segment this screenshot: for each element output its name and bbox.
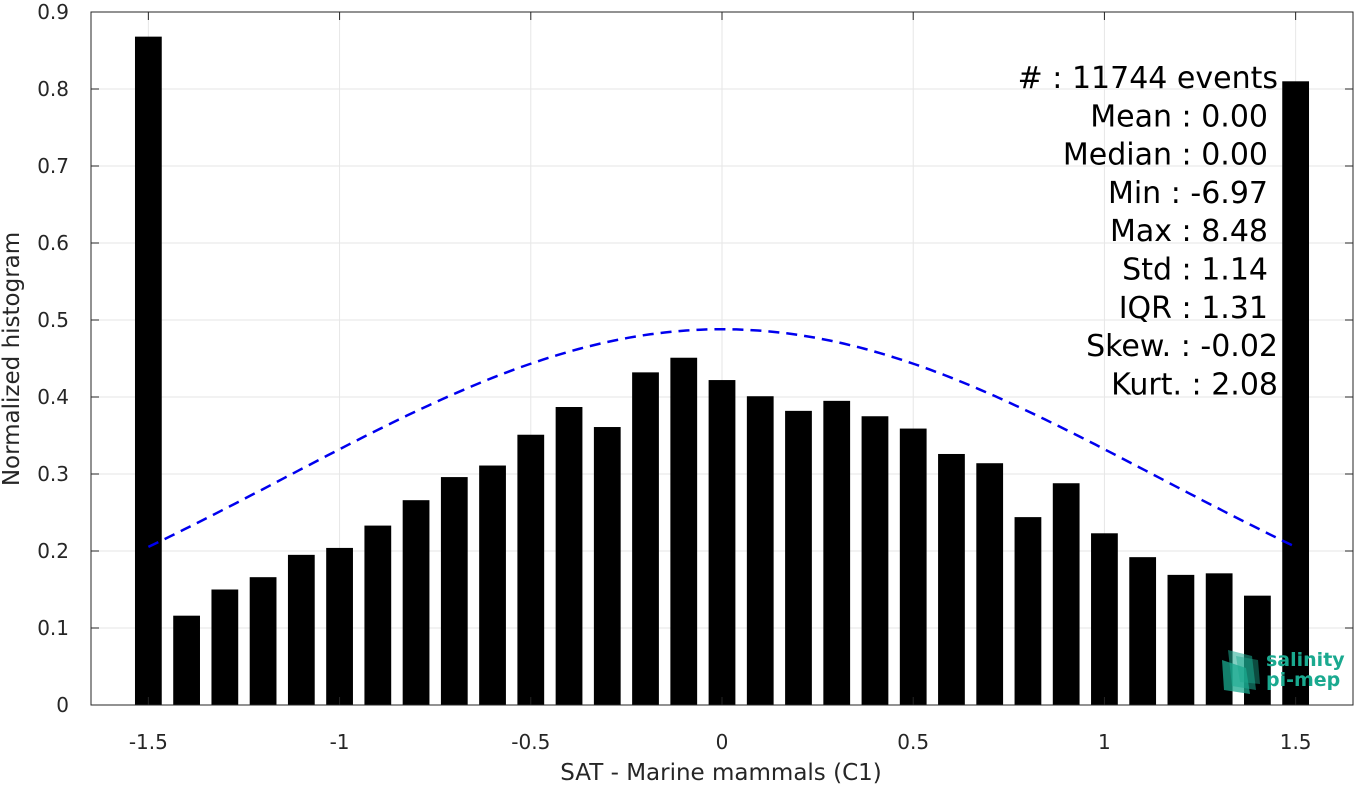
logo-line1: salinity: [1266, 649, 1345, 671]
histogram-bar: [1091, 533, 1118, 705]
y-tick-label: 0: [56, 693, 69, 717]
stat-line: Std : 1.14: [1122, 253, 1268, 288]
x-tick-label: 1.5: [1280, 730, 1312, 754]
stat-line: # : 11744 events: [1018, 61, 1278, 96]
stat-value: : 1.14: [1182, 253, 1268, 288]
y-tick-label: 0.1: [37, 616, 69, 640]
histogram-bar: [287, 554, 315, 705]
stat-value: : 0.00: [1182, 99, 1268, 134]
histogram-bar: [1167, 574, 1195, 705]
stat-label: Min: [1108, 176, 1171, 211]
x-tick-label: -0.5: [511, 730, 550, 754]
y-tick-label: 0.3: [37, 462, 69, 486]
histogram-bar: [632, 372, 659, 705]
histogram-bar: [134, 36, 162, 705]
stat-line: Median : 0.00: [1063, 138, 1268, 173]
y-tick-label: 0.5: [37, 308, 69, 332]
histogram-bar: [861, 416, 889, 705]
x-tick-label: 0.5: [897, 730, 929, 754]
stat-line: Kurt. : 2.08: [1111, 367, 1278, 402]
stat-value: : -6.97: [1171, 176, 1268, 211]
stat-line: IQR : 1.31: [1119, 291, 1268, 326]
stat-value: : 8.48: [1182, 214, 1268, 249]
histogram-bar: [1052, 483, 1080, 705]
stat-value: : 2.08: [1192, 367, 1278, 402]
y-tick-label: 0.9: [37, 0, 69, 24]
x-tick-label: 0: [716, 730, 729, 754]
axis-ticks: [91, 11, 1353, 706]
histogram-bar: [593, 427, 621, 705]
histogram-bar: [326, 547, 353, 705]
y-tick-label: 0.6: [37, 231, 69, 255]
stat-line: Skew. : -0.02: [1086, 329, 1278, 364]
stat-label: IQR: [1119, 291, 1182, 326]
salinity-pi-mep-logo: salinity pi-mep: [1222, 649, 1345, 694]
cube-logo-icon: [1222, 650, 1260, 694]
gaussian-fit-curve: [147, 327, 1297, 549]
histogram-bar: [211, 589, 239, 705]
histogram-bar: [517, 434, 545, 705]
histogram-bars: [134, 36, 1310, 706]
histogram-bar: [173, 615, 200, 705]
histogram-bar: [670, 357, 698, 705]
histogram-bar: [402, 500, 430, 705]
y-axis-label: Normalized histogram: [0, 232, 25, 486]
stat-label: Skew.: [1086, 329, 1181, 364]
histogram-bar: [1129, 557, 1157, 705]
histogram-bar: [938, 453, 965, 705]
histogram-bar: [976, 463, 1004, 705]
stat-label: Std: [1122, 253, 1181, 288]
y-tick-label: 0.2: [37, 539, 69, 563]
x-tick-labels: -1.5 -1 -0.5 0 0.5 1 1.5: [129, 730, 1312, 754]
histogram-bar: [746, 396, 774, 705]
stat-value: : 11744 events: [1052, 61, 1278, 96]
x-tick-label: -1.5: [129, 730, 168, 754]
stat-label: Kurt.: [1111, 367, 1191, 402]
histogram-bar: [479, 465, 506, 705]
histogram-bar: [823, 400, 851, 705]
histogram-bar: [708, 380, 736, 705]
y-tick-labels: 0 0.1 0.2 0.3 0.4 0.5 0.6 0.7 0.8 0.9: [37, 0, 69, 717]
histogram-bar: [440, 477, 468, 705]
stat-label: Median: [1063, 138, 1182, 173]
histogram-bar: [555, 407, 583, 705]
x-tick-label: -1: [330, 730, 350, 754]
x-axis-label: SAT - Marine mammals (C1): [560, 760, 882, 785]
stat-label: #: [1018, 61, 1053, 96]
x-tick-label: 1: [1098, 730, 1111, 754]
stat-value: : 0.00: [1182, 138, 1268, 173]
stat-line: Max : 8.48: [1110, 214, 1268, 249]
histogram-bar: [1282, 81, 1310, 706]
histogram-bar: [899, 428, 927, 705]
histogram-bar: [364, 525, 392, 705]
y-tick-label: 0.7: [37, 154, 69, 178]
histogram-bar: [785, 410, 812, 705]
histogram-bar: [249, 577, 277, 705]
stat-label: Mean: [1090, 99, 1181, 134]
stat-label: Max: [1110, 214, 1182, 249]
y-tick-label: 0.8: [37, 77, 69, 101]
stat-line: Mean : 0.00: [1090, 99, 1268, 134]
stat-value: : 1.31: [1182, 291, 1268, 326]
logo-line2: pi-mep: [1266, 669, 1340, 691]
stat-value: : -0.02: [1181, 329, 1278, 364]
histogram-bar: [1014, 517, 1042, 705]
stat-line: Min : -6.97: [1108, 176, 1268, 211]
y-tick-label: 0.4: [37, 385, 69, 409]
